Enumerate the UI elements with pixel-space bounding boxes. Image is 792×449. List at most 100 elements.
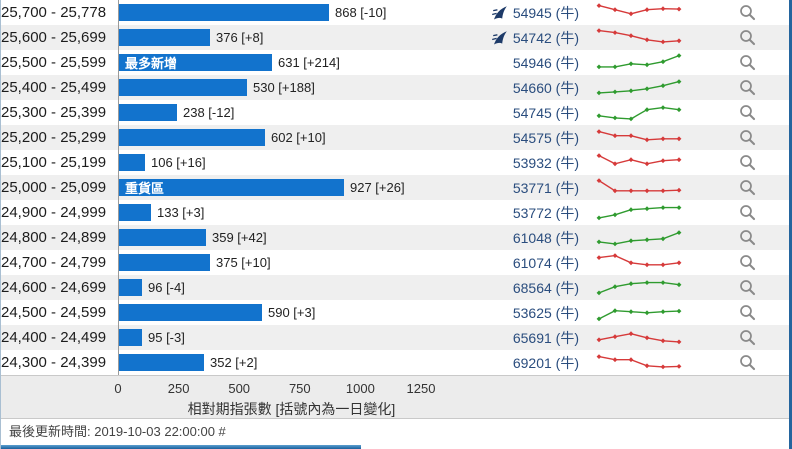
table-row: 25,100 - 25,199 106 [+16] 53932 (牛) [1, 150, 789, 175]
bar: 重貨區 [119, 179, 344, 196]
contract-cell: 53772 (牛) [465, 203, 579, 223]
contract-link[interactable]: 53625 (牛) [512, 304, 579, 321]
search-icon[interactable] [739, 54, 756, 71]
sparkline [579, 26, 699, 50]
search-icon[interactable] [739, 154, 756, 171]
price-range-label: 24,900 - 24,999 [1, 204, 107, 221]
search-icon[interactable] [739, 254, 756, 271]
contract-link[interactable]: 65691 (牛) [512, 329, 579, 346]
search-icon[interactable] [739, 79, 756, 96]
contract-cell: 68564 (牛) [465, 278, 579, 298]
magnifier-cell [699, 354, 789, 371]
table-row: 25,400 - 25,499 530 [+188] 54660 (牛) [1, 75, 789, 100]
bar-value: 352 [+2] [210, 355, 258, 370]
contract-link[interactable]: 54742 (牛) [512, 29, 579, 46]
contract-link[interactable]: 53932 (牛) [512, 154, 579, 171]
search-icon[interactable] [739, 29, 756, 46]
price-range-label: 25,100 - 25,199 [1, 154, 107, 171]
bar-value: 106 [+16] [151, 155, 206, 170]
bar-badge: 重貨區 [125, 181, 165, 196]
search-icon[interactable] [739, 204, 756, 221]
contract-link[interactable]: 53772 (牛) [512, 204, 579, 221]
bar-value: 376 [+8] [216, 30, 264, 45]
sparkline [579, 1, 699, 25]
search-icon[interactable] [739, 104, 756, 121]
table-row: 25,500 - 25,599 最多新增 631 [+214] 54946 (牛… [1, 50, 789, 75]
bar-value: 590 [+3] [268, 305, 316, 320]
bar-cell: 602 [+10] [118, 125, 465, 150]
contract-link[interactable]: 54745 (牛) [512, 104, 579, 121]
search-icon[interactable] [739, 279, 756, 296]
bar-cell: 590 [+3] [118, 300, 465, 325]
contract-cell: 53625 (牛) [465, 303, 579, 323]
magnifier-cell [699, 229, 789, 246]
contract-cell: 54660 (牛) [465, 78, 579, 98]
x-axis-tick: 750 [288, 381, 311, 396]
x-axis-tick: 250 [167, 381, 190, 396]
table-row: 24,800 - 24,899 359 [+42] 61048 (牛) [1, 225, 789, 250]
bar-cell: 133 [+3] [118, 200, 465, 225]
bar-cell: 96 [-4] [118, 275, 465, 300]
contract-link[interactable]: 54660 (牛) [512, 79, 579, 96]
table-row: 24,500 - 24,599 590 [+3] 53625 (牛) [1, 300, 789, 325]
table-row: 24,300 - 24,399 352 [+2] 69201 (牛) [1, 350, 789, 375]
sparkline [579, 276, 699, 300]
bar-badge: 最多新增 [125, 56, 178, 71]
magnifier-cell [699, 204, 789, 221]
bar-value: 530 [+188] [253, 80, 315, 95]
contract-link[interactable]: 61074 (牛) [512, 254, 579, 271]
contract-link[interactable]: 54946 (牛) [512, 54, 579, 71]
bar [119, 229, 206, 246]
table-row: 25,300 - 25,399 238 [-12] 54745 (牛) [1, 100, 789, 125]
search-icon[interactable] [739, 179, 756, 196]
bar [119, 279, 142, 296]
contract-link[interactable]: 54945 (牛) [512, 4, 579, 21]
bar [119, 329, 142, 346]
search-icon[interactable] [739, 304, 756, 321]
bar-value: 631 [+214] [278, 55, 340, 70]
price-range-label: 25,300 - 25,399 [1, 104, 107, 121]
sparkline [579, 51, 699, 75]
bar [119, 354, 204, 371]
search-icon[interactable] [739, 354, 756, 371]
section-header-bar [1, 445, 361, 449]
contract-link[interactable]: 53771 (牛) [512, 179, 579, 196]
search-icon[interactable] [739, 129, 756, 146]
bar-value: 359 [+42] [212, 230, 267, 245]
bar-cell: 376 [+8] [118, 25, 465, 50]
bar-cell: 352 [+2] [118, 350, 465, 375]
contract-link[interactable]: 69201 (牛) [512, 354, 579, 371]
price-range-label: 25,400 - 25,499 [1, 79, 107, 96]
bar-cell: 最多新增 631 [+214] [118, 50, 465, 75]
sparkline [579, 201, 699, 225]
x-axis-tick: 1000 [345, 381, 375, 396]
bar-cell: 238 [-12] [118, 100, 465, 125]
bar-value: 133 [+3] [157, 205, 205, 220]
search-icon[interactable] [739, 4, 756, 21]
bar [119, 204, 151, 221]
bar-cell: 375 [+10] [118, 250, 465, 275]
contract-link[interactable]: 61048 (牛) [512, 229, 579, 246]
sparkline [579, 176, 699, 200]
price-range-label: 25,600 - 25,699 [1, 29, 107, 46]
magnifier-cell [699, 279, 789, 296]
contract-link[interactable]: 54575 (牛) [512, 129, 579, 146]
bar [119, 129, 265, 146]
search-icon[interactable] [739, 329, 756, 346]
contract-cell: 65691 (牛) [465, 328, 579, 348]
search-icon[interactable] [739, 229, 756, 246]
contract-cell: 54946 (牛) [465, 53, 579, 73]
sparkline [579, 351, 699, 375]
x-axis-title: 相對期指張數 [括號內為一日變化] [187, 401, 396, 417]
price-range-label: 25,200 - 25,299 [1, 129, 107, 146]
hot-icon [490, 4, 510, 22]
x-axis: 0 250 500 750 1000 1250 相對期指張數 [括號內為一日變化… [1, 375, 789, 419]
contract-cell: 54745 (牛) [465, 103, 579, 123]
sparkline [579, 251, 699, 275]
contract-cell: 53932 (牛) [465, 153, 579, 173]
bar [119, 154, 145, 171]
contract-link[interactable]: 68564 (牛) [512, 279, 579, 296]
bar [119, 254, 210, 271]
table-row: 25,000 - 25,099 重貨區 927 [+26] 53771 (牛) [1, 175, 789, 200]
bar: 最多新增 [119, 54, 272, 71]
